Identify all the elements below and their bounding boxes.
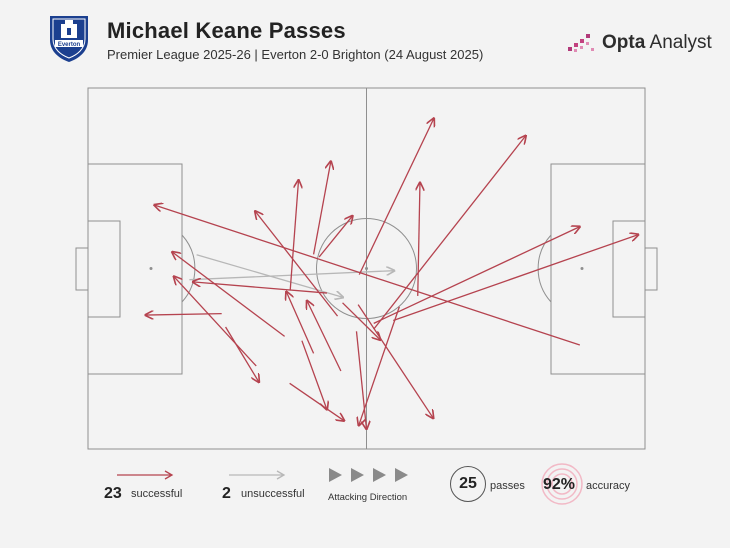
pass-arrow-successful [342, 302, 381, 340]
right-penalty-arc [537, 234, 552, 303]
page-title: Michael Keane Passes [107, 18, 346, 43]
pass-arrow-successful [355, 331, 366, 429]
opta-dots-icon [568, 34, 594, 52]
pass-arrow-successful [373, 136, 526, 330]
accuracy-label: accuracy [586, 480, 631, 492]
brand-light: Analyst [649, 32, 712, 53]
pass-arrow-successful [359, 306, 400, 426]
pass-arrow-successful [193, 282, 328, 294]
left-six-yard-box [87, 220, 121, 318]
pass-arrow-successful [312, 161, 331, 255]
pass-arrow-successful [286, 292, 315, 354]
centre-circle [316, 218, 417, 319]
accuracy-rings-icon [541, 463, 583, 505]
header: Everton Michael Keane Passes Premier Lea… [0, 0, 730, 80]
pass-arrow-successful [154, 205, 581, 346]
page-subtitle: Premier League 2025-26 | Everton 2-0 Bri… [107, 47, 484, 62]
pass-arrow-successful [145, 314, 222, 315]
left-penalty-box [87, 163, 183, 375]
pass-arrow-successful [301, 340, 327, 410]
attacking-direction-label: Attacking Direction [328, 492, 408, 503]
right-penalty-box [550, 163, 646, 375]
successful-arrow-icon [117, 470, 174, 480]
accuracy-value: 92% [543, 476, 576, 493]
pass-arrow-successful [289, 382, 345, 421]
pass-arrow-successful [357, 304, 433, 419]
pass-arrow-successful [358, 118, 434, 275]
unsuccessful-arrow-icon [229, 470, 286, 480]
centre-spot [365, 267, 368, 270]
right-six-yard-box [612, 220, 646, 318]
passes-count-badge: 25 [450, 466, 486, 502]
successful-label: successful [131, 488, 183, 500]
brand-bold: Opta [602, 32, 646, 53]
right-penalty-spot [580, 267, 584, 270]
svg-text:Everton: Everton [58, 42, 81, 48]
pass-arrow-successful [307, 301, 342, 372]
pass-arrow-successful [225, 326, 259, 382]
everton-crest-icon: Everton [50, 16, 88, 62]
pass-arrow-successful [172, 252, 286, 337]
legend: 23 successful 2 unsuccessful Attacking D… [0, 460, 730, 540]
right-goal [644, 247, 658, 291]
successful-count: 23 [104, 485, 122, 502]
pass-arrow-successful [373, 227, 580, 324]
left-penalty-spot [149, 267, 153, 270]
attacking-direction-icon [329, 468, 408, 482]
pass-arrow-successful [289, 180, 298, 291]
passes-label: passes [490, 480, 525, 492]
unsuccessful-label: unsuccessful [241, 488, 305, 500]
pass-arrow-successful [393, 235, 638, 322]
unsuccessful-count: 2 [222, 485, 231, 502]
pass-arrow-successful [418, 183, 420, 296]
opta-analyst-logo: Opta Analyst [568, 28, 712, 58]
pass-arrow-successful [318, 216, 352, 258]
pass-arrow-successful [174, 276, 257, 367]
left-goal [75, 247, 89, 291]
pass-arrow-successful [255, 211, 339, 317]
passes-layer [145, 118, 638, 429]
